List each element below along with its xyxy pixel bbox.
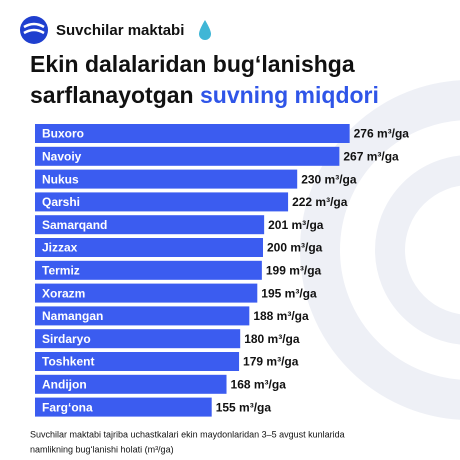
- decor-ring: [375, 155, 460, 345]
- value-label: 267 m³/ga: [343, 149, 399, 163]
- value-label: 200 m³/ga: [267, 241, 323, 255]
- value-label: 195 m³/ga: [261, 286, 317, 300]
- category-label: Toshkent: [42, 355, 94, 369]
- drop-icon: [199, 20, 211, 40]
- bar: [35, 397, 212, 417]
- bar: [35, 283, 258, 303]
- brand: Suvchilar maktabi: [56, 22, 184, 39]
- category-label: Samarqand: [42, 218, 107, 232]
- caption: Suvchilar maktabi tajriba uchastkalari e…: [30, 429, 345, 439]
- value-label: 222 m³/ga: [292, 195, 348, 209]
- value-label: 201 m³/ga: [268, 218, 324, 232]
- bar: [35, 124, 350, 143]
- bar: [35, 352, 240, 371]
- value-label: 179 m³/ga: [243, 355, 299, 369]
- title-line1: Ekin dalalaridan bug‘lanishga: [30, 51, 355, 77]
- category-label: Andijon: [42, 377, 87, 391]
- caption: namlikning bug‘lanishi holati (m³/ga): [30, 444, 174, 454]
- category-label: Xorazm: [42, 286, 85, 300]
- value-label: 230 m³/ga: [301, 172, 357, 186]
- category-label: Nukus: [42, 172, 79, 186]
- category-label: Qarshi: [42, 195, 80, 209]
- value-label: 188 m³/ga: [253, 309, 309, 323]
- value-label: 276 m³/ga: [354, 127, 410, 141]
- bar: [35, 192, 289, 212]
- bar: [35, 169, 298, 189]
- bar: [35, 306, 250, 326]
- value-label: 199 m³/ga: [266, 263, 322, 277]
- bar: [35, 146, 340, 166]
- decor-ring: [300, 80, 460, 420]
- category-label: Farg‘ona: [42, 400, 93, 414]
- bar: [35, 238, 263, 257]
- bar: [35, 215, 265, 235]
- title-part: sarflanayotgan: [30, 82, 194, 108]
- logo: [20, 16, 48, 44]
- category-label: Jizzax: [42, 241, 78, 255]
- category-label: Namangan: [42, 309, 103, 323]
- bar: [35, 260, 262, 280]
- bar: [35, 374, 227, 394]
- value-label: 155 m³/ga: [216, 400, 272, 414]
- value-label: 180 m³/ga: [244, 332, 300, 346]
- title-line2: sarflanayotgan suvning miqdori: [30, 82, 379, 108]
- category-label: Buxoro: [42, 127, 84, 141]
- category-label: Termiz: [42, 263, 80, 277]
- bar: [35, 329, 241, 349]
- title-highlight: suvning miqdori: [200, 82, 379, 108]
- category-label: Navoiy: [42, 149, 82, 163]
- value-label: 168 m³/ga: [231, 377, 287, 391]
- category-label: Sirdaryo: [42, 332, 91, 346]
